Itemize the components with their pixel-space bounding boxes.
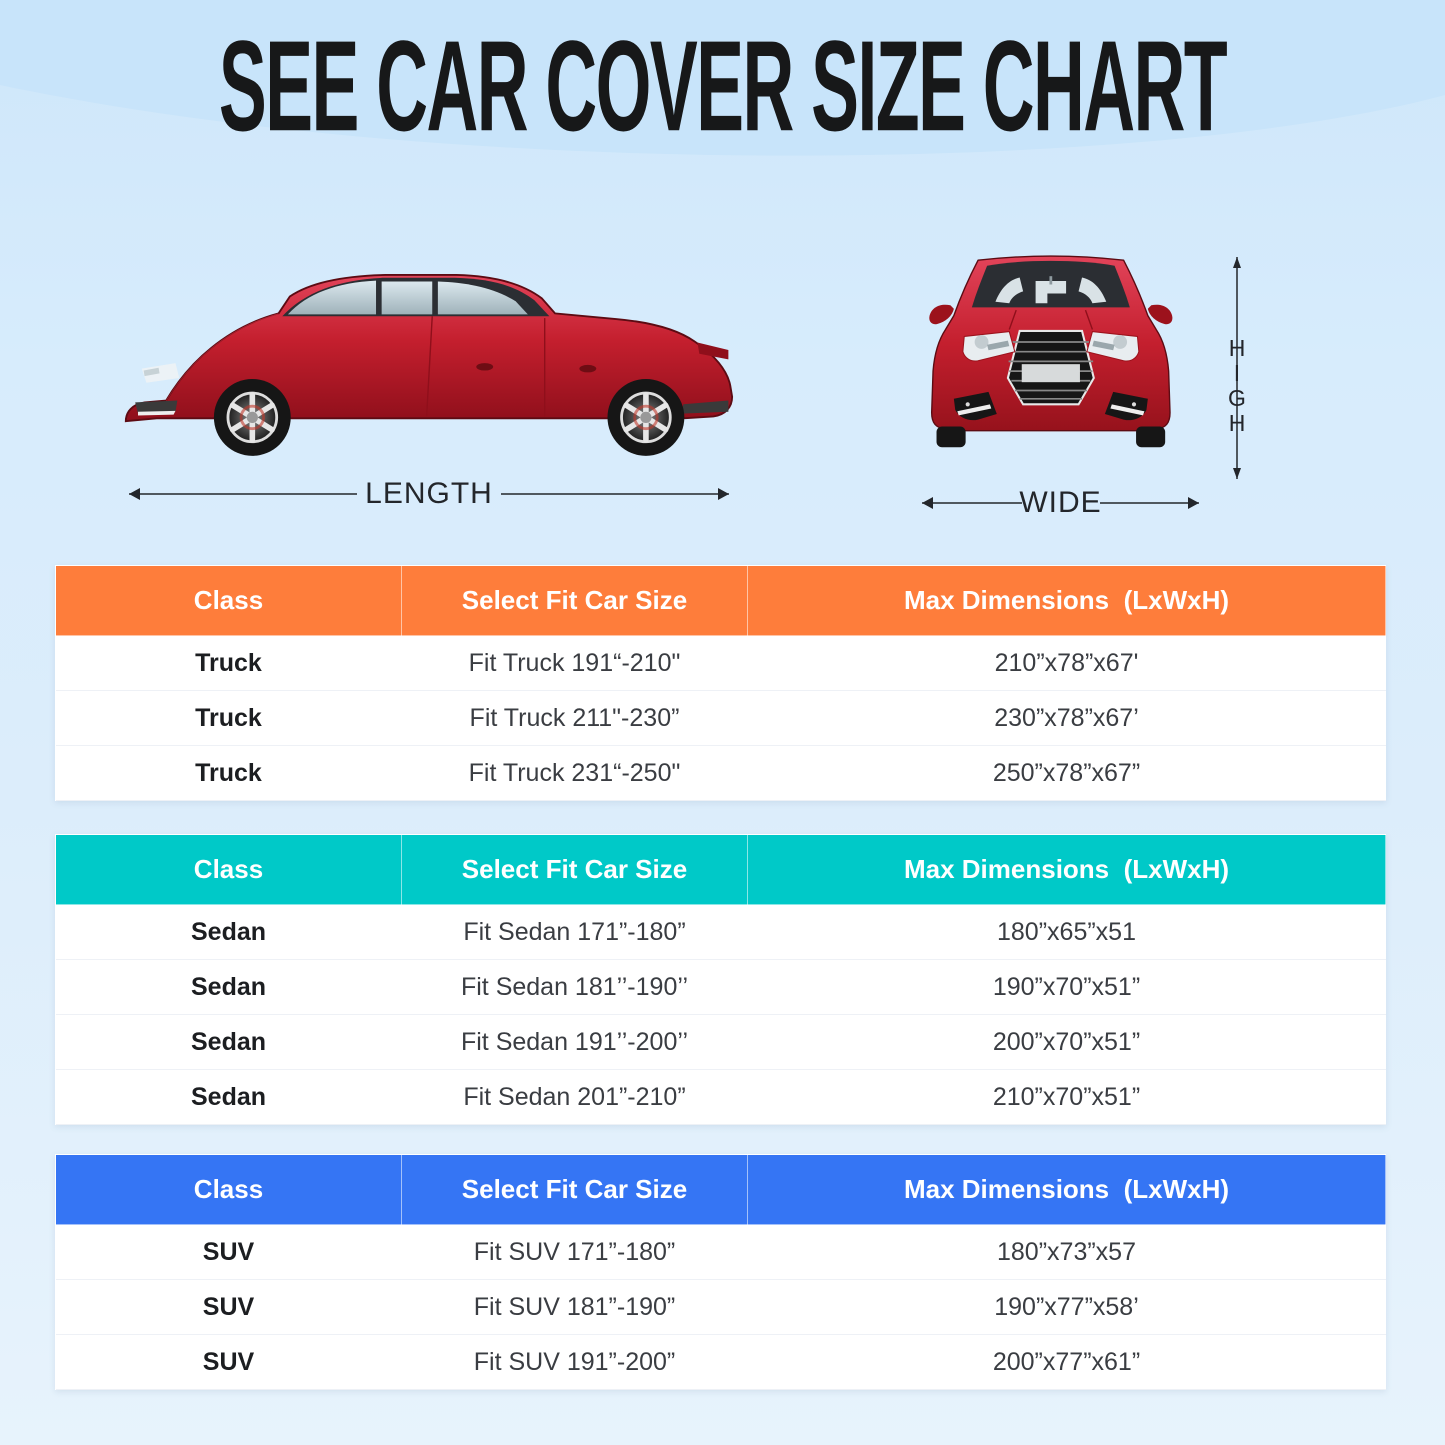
svg-text:H: H xyxy=(1229,410,1246,436)
svg-text:G: G xyxy=(1228,385,1246,411)
svg-text:H: H xyxy=(1229,335,1246,361)
svg-text:I: I xyxy=(1234,360,1240,386)
